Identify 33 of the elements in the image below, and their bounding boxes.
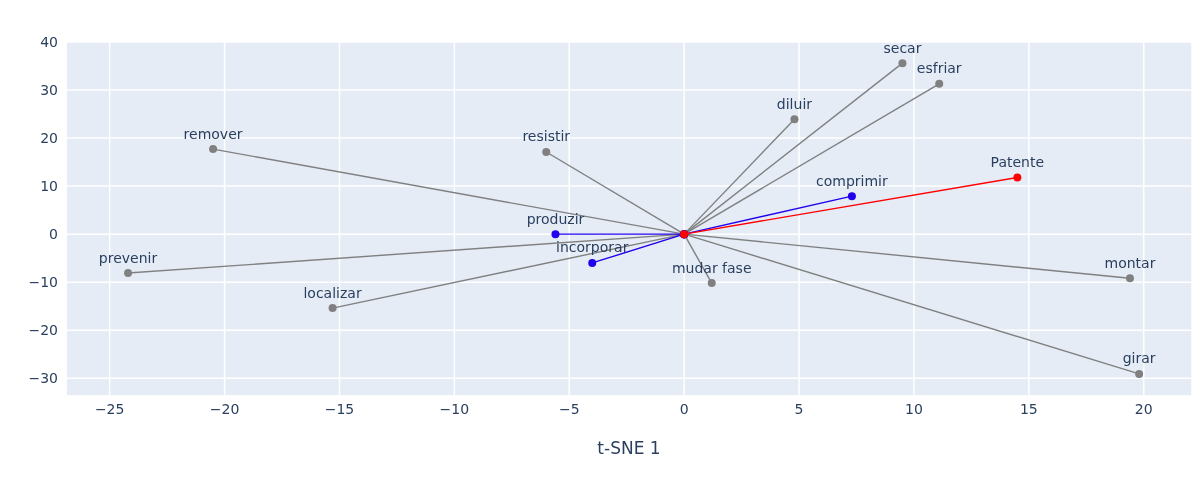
series-label: secar xyxy=(883,39,922,56)
series-label: girar xyxy=(1122,350,1156,367)
series-label: remover xyxy=(183,125,243,142)
series-label: mudar fase xyxy=(671,259,752,276)
y-tick-label: 40 xyxy=(40,33,58,50)
series-label: prevenir xyxy=(98,249,158,266)
y-tick-label: −30 xyxy=(28,370,58,387)
x-tick-label: 0 xyxy=(679,400,689,417)
series-label: esfriar xyxy=(916,60,962,77)
x-tick-label: −25 xyxy=(94,400,125,417)
y-tick-label: −20 xyxy=(28,322,58,339)
x-tick-label: −10 xyxy=(439,400,470,417)
y-tick-label: 30 xyxy=(40,82,58,98)
x-tick-label: 15 xyxy=(1019,400,1038,417)
x-tick-label: 10 xyxy=(905,400,923,417)
x-tick-label: −5 xyxy=(558,400,580,417)
series-label: Patente xyxy=(990,153,1045,170)
x-tick-label: 5 xyxy=(794,400,804,417)
x-tick-label: 20 xyxy=(1134,400,1153,417)
series-label: comprimir xyxy=(816,172,888,189)
series-label: localizar xyxy=(303,284,362,301)
series-label: diluir xyxy=(776,95,813,112)
y-tick-label: −10 xyxy=(28,274,58,291)
x-tick-label: −20 xyxy=(209,400,240,417)
x-tick-label: −15 xyxy=(324,400,355,417)
y-tick-label: 10 xyxy=(40,178,58,195)
y-tick-label: 0 xyxy=(49,226,58,243)
series-label: incorporar xyxy=(556,239,629,256)
series-label: montar xyxy=(1104,254,1156,271)
x-axis-title: t-SNE 1 xyxy=(597,438,661,458)
series-label: resistir xyxy=(522,128,571,145)
y-tick-label: 20 xyxy=(40,130,58,147)
series-label: produzir xyxy=(526,210,585,227)
